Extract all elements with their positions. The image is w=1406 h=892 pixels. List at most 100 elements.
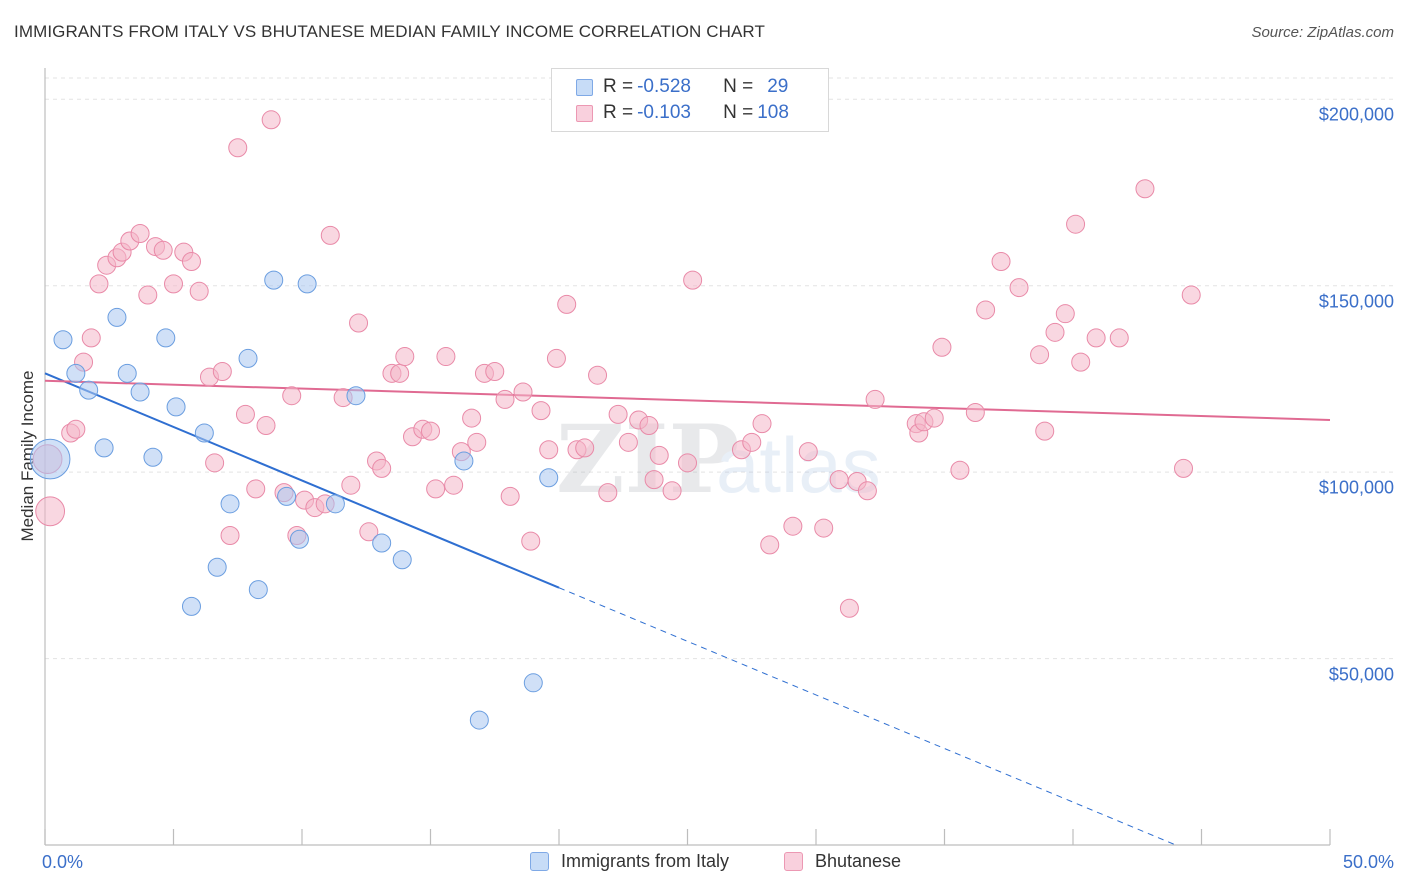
data-point-italy bbox=[66, 363, 86, 383]
data-point-bhutanese bbox=[426, 479, 446, 499]
data-point-bhutanese bbox=[857, 481, 877, 501]
data-point-italy bbox=[143, 447, 163, 467]
legend-n-label: N = bbox=[723, 102, 754, 123]
data-point-italy bbox=[94, 438, 114, 458]
data-point-bhutanese bbox=[444, 475, 464, 495]
legend-r-label: R = bbox=[603, 76, 634, 97]
data-point-italy bbox=[297, 274, 317, 294]
data-point-italy bbox=[117, 363, 137, 383]
data-point-bhutanese bbox=[228, 138, 248, 158]
y-tick-label: $50,000 bbox=[1328, 664, 1394, 685]
data-point-bhutanese bbox=[359, 522, 379, 542]
x-tick-label-max: 50.0% bbox=[1342, 852, 1394, 872]
data-point-bhutanese bbox=[390, 363, 410, 383]
data-point-bhutanese bbox=[320, 225, 340, 245]
data-point-bhutanese bbox=[557, 294, 577, 314]
data-point-bhutanese bbox=[839, 598, 859, 618]
data-point-bhutanese bbox=[588, 365, 608, 385]
data-point-bhutanese bbox=[575, 438, 595, 458]
data-point-bhutanese bbox=[1055, 304, 1075, 324]
data-point-bhutanese bbox=[256, 416, 276, 436]
watermark: ZIP atlas bbox=[556, 405, 881, 515]
data-point-bhutanese bbox=[1181, 285, 1201, 305]
trend-line-italy-extrapolated bbox=[558, 587, 1176, 846]
legend-item-italy[interactable]: Immigrants from Italy bbox=[530, 851, 729, 872]
y-tick-label: $100,000 bbox=[1318, 477, 1394, 498]
data-point-italy bbox=[264, 270, 284, 290]
data-point-bhutanese bbox=[1066, 214, 1086, 234]
chart-title: IMMIGRANTS FROM ITALY VS BHUTANESE MEDIA… bbox=[14, 22, 765, 41]
data-point-bhutanese bbox=[189, 281, 209, 301]
data-point-italy bbox=[220, 494, 240, 514]
data-point-italy bbox=[29, 438, 71, 480]
data-point-bhutanese bbox=[500, 486, 520, 506]
data-point-bhutanese bbox=[649, 445, 669, 465]
data-point-bhutanese bbox=[546, 348, 566, 368]
data-point-bhutanese bbox=[495, 389, 515, 409]
data-point-bhutanese bbox=[341, 475, 361, 495]
data-point-italy bbox=[53, 330, 73, 350]
data-point-italy bbox=[181, 596, 201, 616]
legend-swatch-bhutanese bbox=[784, 852, 803, 871]
data-point-bhutanese bbox=[783, 516, 803, 536]
data-point-bhutanese bbox=[608, 404, 628, 424]
legend-n-label: N = bbox=[723, 76, 754, 97]
data-point-bhutanese bbox=[349, 313, 369, 333]
data-point-italy bbox=[523, 673, 543, 693]
legend-n-value: 29 bbox=[767, 76, 789, 97]
legend-r-label: R = bbox=[603, 102, 634, 123]
data-point-bhutanese bbox=[662, 481, 682, 501]
data-point-bhutanese bbox=[865, 389, 885, 409]
data-point-bhutanese bbox=[752, 414, 772, 434]
data-point-bhutanese bbox=[531, 401, 551, 421]
data-point-bhutanese bbox=[798, 442, 818, 462]
data-point-bhutanese bbox=[1035, 421, 1055, 441]
data-point-bhutanese bbox=[395, 347, 415, 367]
correlation-legend: R = -0.528 N = 29 R = -0.103 N = 108 bbox=[551, 68, 829, 132]
data-point-bhutanese bbox=[467, 432, 487, 452]
data-point-bhutanese bbox=[1009, 278, 1029, 298]
data-point-bhutanese bbox=[181, 251, 201, 271]
data-point-bhutanese bbox=[644, 470, 664, 490]
data-point-bhutanese bbox=[991, 251, 1011, 271]
data-point-bhutanese bbox=[164, 274, 183, 294]
data-point-bhutanese bbox=[683, 270, 703, 290]
data-point-italy bbox=[392, 550, 412, 570]
data-point-bhutanese bbox=[212, 361, 232, 381]
data-point-bhutanese bbox=[829, 470, 849, 490]
data-point-bhutanese bbox=[372, 458, 392, 478]
trend-lines bbox=[44, 372, 1331, 846]
data-point-bhutanese bbox=[35, 496, 66, 527]
data-point-italy bbox=[156, 328, 176, 348]
data-point-bhutanese bbox=[742, 432, 762, 452]
data-point-italy bbox=[454, 451, 474, 471]
data-point-italy bbox=[130, 382, 150, 402]
data-point-bhutanese bbox=[153, 240, 173, 260]
trend-line-italy bbox=[44, 372, 560, 589]
data-point-bhutanese bbox=[220, 526, 240, 546]
data-point-bhutanese bbox=[598, 483, 618, 503]
data-point-bhutanese bbox=[66, 419, 86, 439]
data-point-bhutanese bbox=[261, 110, 281, 130]
data-point-bhutanese bbox=[81, 328, 101, 348]
data-point-bhutanese bbox=[235, 404, 255, 424]
legend-r-value: -0.528 bbox=[637, 76, 691, 97]
data-point-bhutanese bbox=[678, 453, 697, 473]
data-point-bhutanese bbox=[1086, 328, 1106, 348]
series-legend: Immigrants from Italy Bhutanese bbox=[0, 851, 1406, 877]
legend-n-value: 108 bbox=[757, 102, 789, 123]
legend-item-bhutanese[interactable]: Bhutanese bbox=[784, 851, 901, 872]
grid-lines bbox=[45, 77, 1395, 660]
data-point-bhutanese bbox=[965, 402, 985, 422]
data-points bbox=[29, 110, 1201, 730]
x-tick-label-min: 0.0% bbox=[42, 852, 84, 872]
data-point-bhutanese bbox=[513, 382, 533, 402]
data-point-bhutanese bbox=[89, 274, 109, 294]
data-point-bhutanese bbox=[485, 361, 505, 381]
data-point-italy bbox=[166, 397, 186, 417]
data-point-bhutanese bbox=[1045, 322, 1065, 342]
data-point-bhutanese bbox=[924, 408, 944, 428]
source-label: Source: ZipAtlas.com bbox=[1251, 24, 1394, 41]
data-point-italy bbox=[277, 486, 297, 506]
